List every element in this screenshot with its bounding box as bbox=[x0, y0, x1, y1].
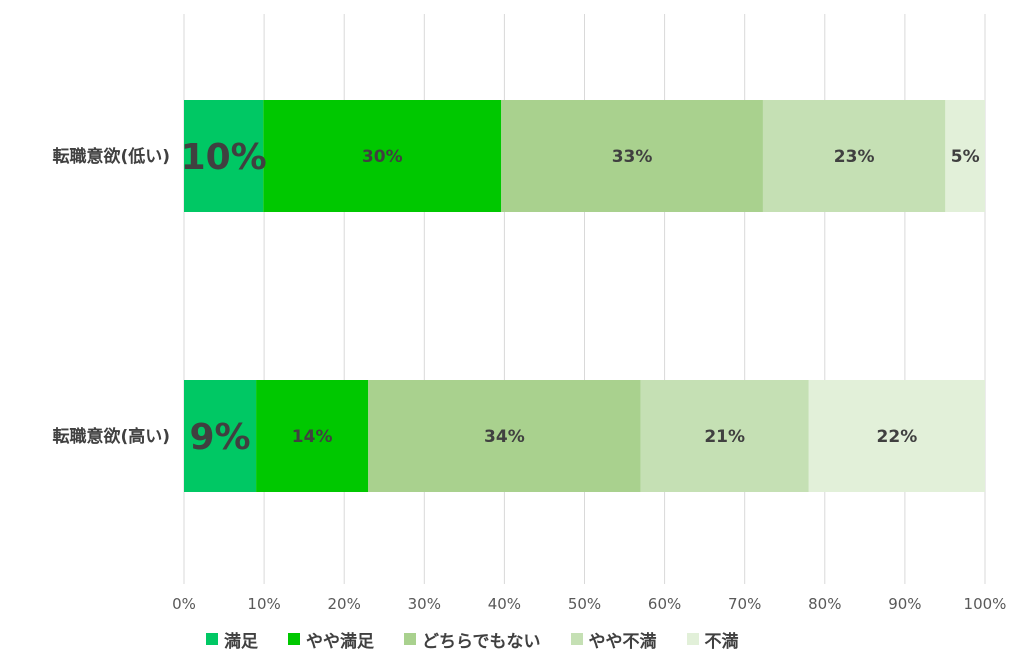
legend-item: やや不満 bbox=[570, 627, 657, 652]
data-label: 23% bbox=[834, 147, 875, 167]
legend-label: やや不満 bbox=[588, 631, 657, 652]
legend-swatch bbox=[288, 633, 300, 645]
bar-segment bbox=[256, 380, 369, 492]
legend-label: 満足 bbox=[224, 631, 258, 652]
category-label: 転職意欲(低い) bbox=[52, 146, 170, 167]
bar-segment bbox=[945, 100, 985, 212]
legend-label: どちらでもない bbox=[422, 631, 541, 652]
data-label: 34% bbox=[484, 427, 525, 447]
legend-label: やや満足 bbox=[306, 631, 374, 652]
data-label: 21% bbox=[704, 427, 745, 447]
bar-segment bbox=[368, 380, 641, 492]
bar-segment bbox=[808, 380, 985, 492]
legend-swatch bbox=[686, 633, 699, 645]
legend-swatch bbox=[404, 633, 416, 645]
x-tick-label: 40% bbox=[488, 595, 521, 613]
x-tick-label: 30% bbox=[408, 595, 441, 613]
x-tick-label: 100% bbox=[964, 595, 1007, 613]
bar-segment bbox=[184, 100, 264, 212]
legend-swatch bbox=[206, 633, 218, 645]
legend-item: どちらでもない bbox=[404, 627, 541, 652]
bar-segment bbox=[263, 100, 502, 212]
data-label: 14% bbox=[292, 427, 333, 447]
data-labels: 10% 30% 33% 23% 5% 9% 14% 34% 21% 22% bbox=[181, 137, 980, 458]
legend-item: やや満足 bbox=[288, 627, 374, 652]
x-tick-label: 90% bbox=[888, 595, 921, 613]
x-tick-label: 50% bbox=[568, 595, 601, 613]
bar-segment bbox=[762, 100, 946, 212]
bar-segment bbox=[501, 100, 763, 212]
legend-item: 満足 bbox=[206, 627, 258, 652]
x-tick-label: 20% bbox=[328, 595, 361, 613]
data-label: 10% bbox=[181, 137, 267, 178]
legend-swatch bbox=[570, 633, 583, 645]
x-tick-label: 60% bbox=[648, 595, 681, 613]
x-tick-label: 0% bbox=[172, 595, 196, 613]
x-tick-label: 10% bbox=[247, 595, 280, 613]
bar-segments bbox=[184, 100, 985, 492]
category-labels: 転職意欲(低い) 転職意欲(高い) bbox=[52, 146, 170, 447]
data-label: 5% bbox=[951, 147, 980, 167]
chart-legend: 満足 やや満足 どちらでもない やや不満 不満 bbox=[206, 626, 769, 652]
x-tick-labels: 0% 10% 20% 30% 40% 50% 60% 70% 80% 90% 100% bbox=[172, 595, 1006, 613]
data-label: 22% bbox=[877, 427, 918, 447]
data-label: 30% bbox=[362, 147, 403, 167]
data-label: 33% bbox=[612, 147, 653, 167]
gridlines bbox=[183, 14, 986, 584]
legend-item: 不満 bbox=[686, 627, 739, 652]
data-label: 9% bbox=[189, 417, 250, 458]
legend-label: 不満 bbox=[704, 631, 739, 652]
x-tick-label: 70% bbox=[728, 595, 761, 613]
x-tick-label: 80% bbox=[808, 595, 841, 613]
bar-segment bbox=[184, 380, 257, 492]
category-label: 転職意欲(高い) bbox=[52, 426, 170, 447]
bar-segment bbox=[640, 380, 809, 492]
